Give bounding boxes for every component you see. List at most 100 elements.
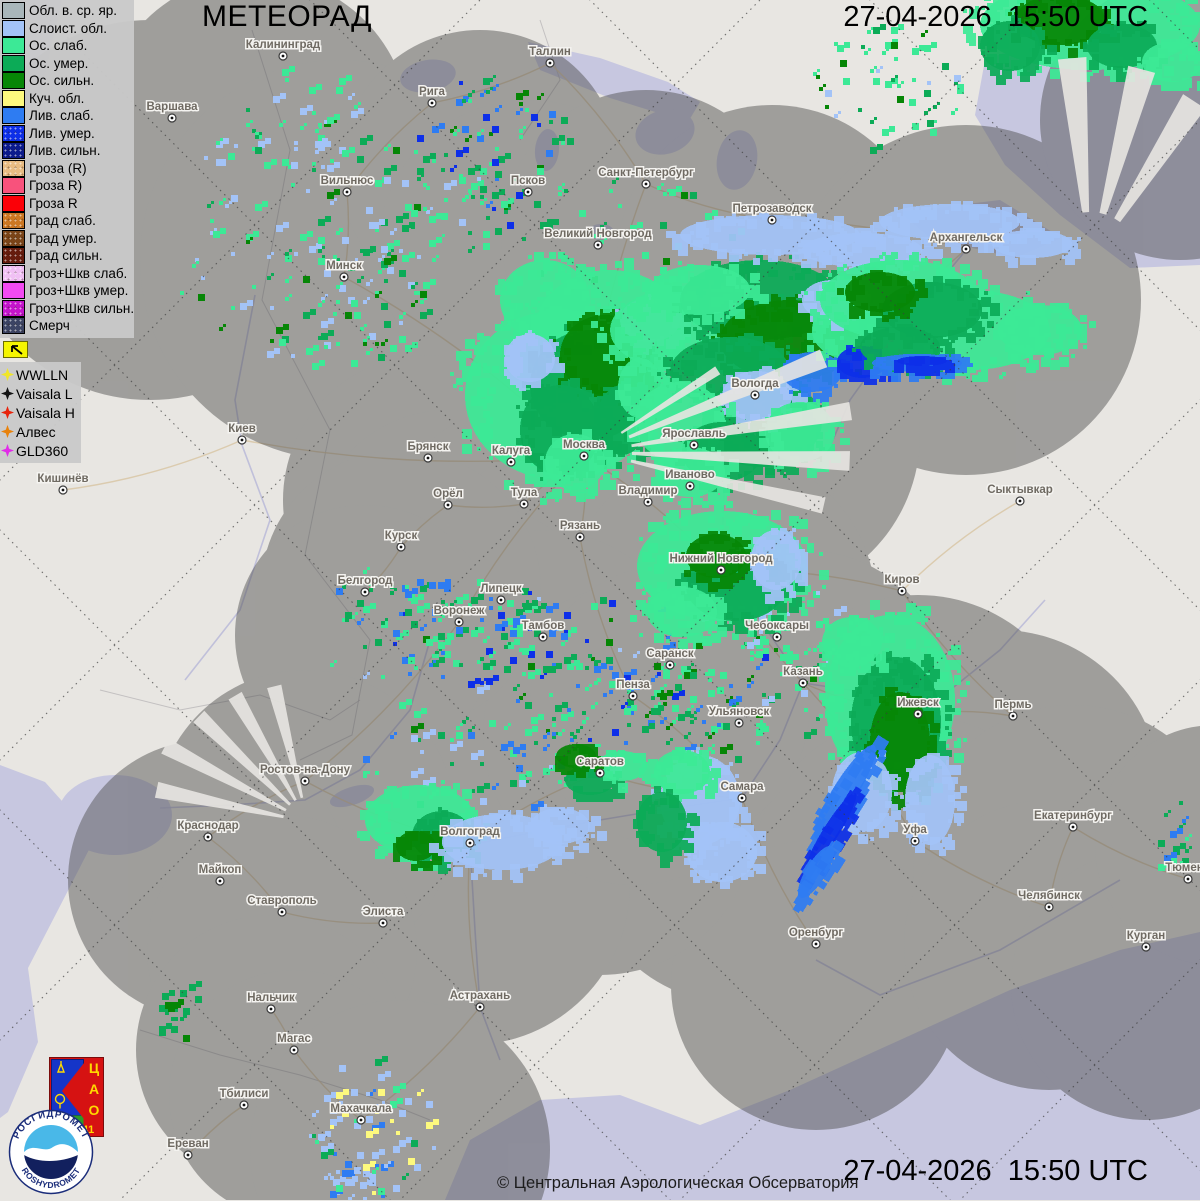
city-marker: Элиста <box>361 905 405 928</box>
legend-swatch <box>2 19 25 37</box>
city-marker: Ижевск <box>896 696 941 719</box>
city-marker: Великий Новгород <box>543 227 654 250</box>
legend-label: Ос. слаб. <box>29 38 88 53</box>
legend-label: Обл. в. ср. яр. <box>29 3 118 18</box>
city-marker: Вильнюс <box>319 174 375 197</box>
lightning-network-item: WWLLN <box>1 365 81 384</box>
legend-item: Лив. слаб. <box>2 107 134 125</box>
city-marker: Липецк <box>479 582 523 605</box>
city-marker: Майкоп <box>197 863 243 886</box>
city-marker: Калуга <box>490 444 532 467</box>
legend-item: Гроз+Шкв слаб. <box>2 264 134 283</box>
legend-swatch <box>2 247 25 265</box>
legend-label: Град умер. <box>29 230 97 246</box>
city-label: Псков <box>511 175 545 187</box>
city-label: Рига <box>419 86 446 98</box>
city-marker: Орёл <box>432 487 464 510</box>
timestamp-top: 27-04-2026 15:50 UTC <box>843 1 1148 33</box>
city-marker: Таллин <box>528 45 572 68</box>
city-marker: Краснодар <box>176 819 240 842</box>
city-marker: Челябинск <box>1017 889 1082 912</box>
legend-item: Куч. обл. <box>2 89 134 108</box>
legend-swatch <box>2 212 25 230</box>
city-label: Вологда <box>731 378 779 390</box>
city-label: Нальчик <box>247 992 295 1004</box>
legend-swatch <box>2 282 25 300</box>
lightning-network-label: Vaisala L <box>16 385 73 402</box>
city-marker: Ростов-на-Дону <box>259 763 352 786</box>
legend-swatch <box>2 177 25 195</box>
city-label: Таллин <box>529 46 571 58</box>
lightning-network-label: Алвес <box>16 423 56 440</box>
lightning-star-icon <box>1 444 14 457</box>
city-label: Ульяновск <box>709 706 770 718</box>
city-label: Санкт-Петербург <box>598 167 694 179</box>
legend-item: Ос. умер. <box>2 54 134 73</box>
city-label: Майкоп <box>199 864 242 876</box>
tornado-track-icon <box>3 341 28 363</box>
city-marker: Рязань <box>558 519 602 542</box>
city-label: Калининград <box>246 39 321 51</box>
city-label: Екатеринбург <box>1034 810 1112 822</box>
legend-swatch <box>2 299 25 317</box>
legend-swatch <box>2 317 25 335</box>
city-label: Курган <box>1127 930 1165 942</box>
precip-mass-nizhny-mass <box>636 501 829 649</box>
lightning-networks-panel: WWLLN Vaisala L Vaisala H Алвес GLD360 <box>0 362 81 463</box>
city-label: Пенза <box>616 679 650 691</box>
city-marker: Нальчик <box>246 991 297 1014</box>
precip-speckle-cluster <box>645 636 835 763</box>
legend-item: Град умер. <box>2 229 134 248</box>
legend-item: Гроза (R) <box>2 159 134 178</box>
lightning-star-icon <box>1 425 14 438</box>
city-label: Брянск <box>408 441 449 453</box>
legend-swatch <box>2 54 25 72</box>
city-label: Волгоград <box>440 826 500 838</box>
lightning-star-icon <box>1 387 14 400</box>
city-label: Владимир <box>619 485 678 497</box>
city-label: Краснодар <box>177 820 238 832</box>
city-marker: Магас <box>276 1032 313 1055</box>
legend-label: Ос. умер. <box>29 55 89 71</box>
city-label: Саратов <box>576 756 624 768</box>
city-label: Тула <box>511 487 538 499</box>
legend-panel: Обл. в. ср. яр. Слоист. обл. Ос. слаб. Ос. … <box>0 0 134 338</box>
city-marker: Иваново <box>664 468 716 491</box>
lightning-network-label: WWLLN <box>16 366 69 383</box>
city-label: Магас <box>277 1033 311 1045</box>
legend-label: Гроза R <box>29 195 78 211</box>
precip-mass-northeast-corner <box>963 0 1200 91</box>
precip-mass-ufa-west-strato <box>633 747 766 889</box>
legend-swatch <box>2 124 25 142</box>
city-label: Ижевск <box>897 697 939 709</box>
legend-item: Гроза R) <box>2 177 134 195</box>
precip-speckle-cluster <box>267 231 433 370</box>
city-label: Иваново <box>665 469 715 481</box>
city-label: Варшава <box>146 101 198 113</box>
legend-label: Гроз+Шкв слаб. <box>29 265 128 281</box>
city-marker: Курск <box>383 529 419 552</box>
city-label: Минск <box>326 260 362 272</box>
precip-mass-arkhangelsk-mass <box>804 252 1096 385</box>
attribution: © Центральная Аэрологическая Обсерватори… <box>497 1174 859 1192</box>
roshydromet-logo: РОСГИДРОМЕТ ROSHYDROMET <box>8 1108 94 1201</box>
city-label: Элиста <box>363 906 404 918</box>
city-marker: Воронеж <box>432 604 487 627</box>
city-label: Нижний Новгород <box>669 553 773 565</box>
city-marker: Екатеринбург <box>1033 809 1114 832</box>
city-marker: Минск <box>325 259 364 282</box>
legend-label: Град слаб. <box>29 213 96 228</box>
city-label: Киев <box>228 423 256 435</box>
cao-letter-3: О <box>89 1102 100 1118</box>
legend-label: Куч. обл. <box>29 90 85 106</box>
radar-beam-gaps <box>154 57 1200 819</box>
city-label: Орёл <box>433 488 463 500</box>
legend-label: Лив. слаб. <box>29 108 94 123</box>
legend-item: Ос. сильн. <box>2 72 134 90</box>
city-label: Самара <box>720 781 764 793</box>
city-marker: Нижний Новгород <box>668 552 775 575</box>
precip-speckle-cluster <box>363 723 622 811</box>
city-label: Ярославль <box>662 428 726 440</box>
city-label: Астрахань <box>450 990 510 1002</box>
lightning-network-label: GLD360 <box>16 442 69 459</box>
